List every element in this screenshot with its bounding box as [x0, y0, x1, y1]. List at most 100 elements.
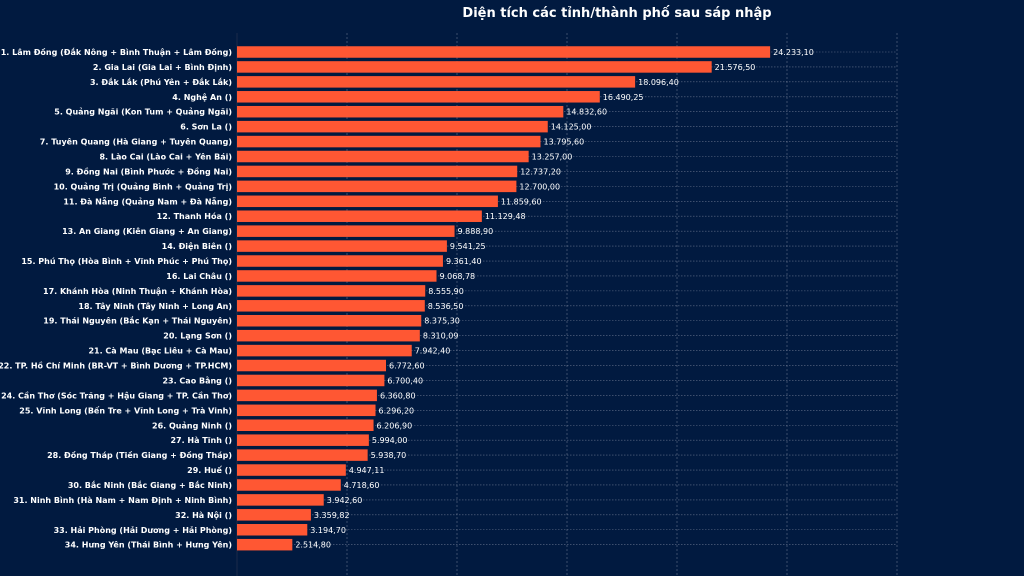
value-label: 8.536,50 [428, 302, 464, 311]
value-label: 18.096,40 [638, 78, 679, 87]
value-label: 12.700,00 [519, 182, 560, 191]
bar [237, 180, 517, 193]
bar [237, 300, 425, 312]
category-label: 30. Bắc Ninh (Bắc Giang + Bắc Ninh) [68, 480, 232, 490]
bar [237, 210, 482, 222]
bar [237, 255, 443, 267]
category-label: 5. Quảng Ngãi (Kon Tum + Quảng Ngãi) [54, 107, 232, 117]
bar [237, 419, 374, 431]
value-label: 3.359,82 [314, 511, 350, 520]
value-label: 21.576,50 [715, 63, 756, 72]
category-label: 24. Cần Thơ (Sóc Trăng + Hậu Giang + TP.… [1, 390, 232, 400]
value-label: 12.737,20 [520, 167, 561, 176]
bar [237, 538, 293, 551]
value-label: 9.888,90 [458, 227, 494, 236]
bar [237, 46, 771, 58]
value-label: 8.375,30 [424, 317, 460, 326]
value-label: 11.129,48 [485, 212, 526, 221]
value-label: 6.700,40 [387, 376, 423, 385]
chart-title: Diện tích các tỉnh/thành phố sau sáp nhậ… [462, 6, 771, 21]
value-label: 13.795,60 [544, 138, 585, 147]
bar [237, 150, 529, 163]
category-label: 1. Lâm Đồng (Đắk Nông + Bình Thuận + Lâm… [1, 47, 232, 57]
category-labels: 1. Lâm Đồng (Đắk Nông + Bình Thuận + Lâm… [0, 47, 232, 550]
value-label: 11.859,60 [501, 197, 542, 206]
bar [237, 225, 455, 237]
value-label: 8.555,90 [428, 287, 464, 296]
value-label: 14.832,60 [566, 108, 607, 117]
bar [237, 434, 369, 446]
bar [237, 135, 541, 148]
category-label: 27. Hà Tĩnh () [170, 436, 232, 445]
category-label: 29. Huế () [187, 465, 232, 475]
category-label: 4. Nghệ An () [172, 93, 232, 102]
value-label: 5.938,70 [371, 451, 407, 460]
value-label: 6.772,60 [389, 362, 425, 371]
bar [237, 524, 308, 536]
category-label: 13. An Giang (Kiên Giang + An Giang) [62, 226, 232, 236]
category-label: 2. Gia Lai (Gia Lai + Bình Định) [93, 63, 232, 72]
category-label: 14. Điện Biên () [162, 241, 232, 251]
value-label: 5.994,00 [372, 436, 408, 445]
bar [237, 359, 386, 372]
bar [237, 374, 385, 387]
bar [237, 464, 346, 476]
category-label: 22. TP. Hồ Chí Minh (BR-VT + Bình Dương … [0, 361, 232, 371]
category-label: 16. Lai Châu () [166, 272, 232, 281]
category-label: 9. Đồng Nai (Bình Phước + Đồng Nai) [65, 166, 232, 176]
category-label: 11. Đà Nẵng (Quảng Nam + Đà Nẵng) [63, 196, 232, 206]
category-label: 33. Hải Phòng (Hải Dương + Hải Phòng) [54, 525, 232, 535]
value-label: 14.125,00 [551, 123, 592, 132]
bar [237, 105, 564, 118]
category-label: 3. Đắk Lắk (Phú Yên + Đắk Lắk) [90, 77, 232, 87]
category-label: 23. Cao Bằng () [162, 375, 232, 385]
bar [237, 479, 341, 491]
category-label: 31. Ninh Bình (Hà Nam + Nam Định + Ninh … [13, 496, 232, 505]
value-label: 3.194,70 [310, 526, 346, 535]
category-label: 34. Hưng Yên (Thái Bình + Hưng Yên) [65, 540, 232, 550]
value-label: 9.068,78 [440, 272, 476, 281]
bar [237, 270, 437, 282]
value-label: 9.541,25 [450, 242, 486, 251]
value-label: 6.360,80 [380, 391, 416, 400]
value-label: 2.514,80 [295, 541, 331, 550]
value-label: 13.257,00 [532, 153, 573, 162]
bar [237, 165, 518, 178]
bar [237, 91, 600, 103]
value-labels: 24.233,10 21.576,50 18.096,40 16.490,25 14.8… [295, 48, 814, 550]
value-label: 4.718,60 [344, 481, 380, 490]
bar [237, 494, 324, 506]
category-label: 6. Sơn La () [180, 123, 232, 132]
bar [237, 329, 420, 342]
bars [237, 46, 771, 551]
category-label: 26. Quảng Ninh () [152, 420, 232, 430]
value-label: 6.296,20 [379, 406, 415, 415]
category-label: 15. Phú Thọ (Hòa Bình + Vĩnh Phúc + Phú … [21, 256, 232, 266]
category-label: 25. Vĩnh Long (Bến Tre + Vĩnh Long + Trà… [19, 405, 232, 415]
bar [237, 61, 712, 73]
bar [237, 344, 412, 357]
bar [237, 120, 548, 133]
bar [237, 76, 636, 88]
value-label: 9.361,40 [446, 257, 482, 266]
bar [237, 509, 311, 521]
category-label: 32. Hà Nội () [175, 511, 232, 520]
value-label: 3.942,60 [327, 496, 363, 505]
value-label: 24.233,10 [773, 48, 814, 57]
bar [237, 389, 377, 402]
category-label: 7. Tuyên Quang (Hà Giang + Tuyên Quang) [40, 137, 232, 147]
horizontal-gridlines [237, 51, 897, 545]
category-label: 21. Cà Mau (Bạc Liêu + Cà Mau) [88, 346, 232, 356]
category-label: 12. Thanh Hóa () [157, 211, 232, 221]
category-label: 10. Quảng Trị (Quảng Bình + Quảng Trị) [54, 181, 232, 191]
category-label: 8. Lào Cai (Lào Cai + Yên Bái) [99, 152, 232, 162]
category-label: 19. Thái Nguyên (Bắc Kạn + Thái Nguyên) [43, 316, 232, 326]
value-label: 4.947,11 [349, 466, 385, 475]
bar [237, 285, 426, 297]
value-label: 6.206,90 [377, 421, 413, 430]
bar [237, 404, 376, 417]
category-label: 18. Tây Ninh (Tây Ninh + Long An) [78, 302, 232, 311]
value-label: 8.310,09 [423, 332, 459, 341]
bar [237, 240, 447, 252]
